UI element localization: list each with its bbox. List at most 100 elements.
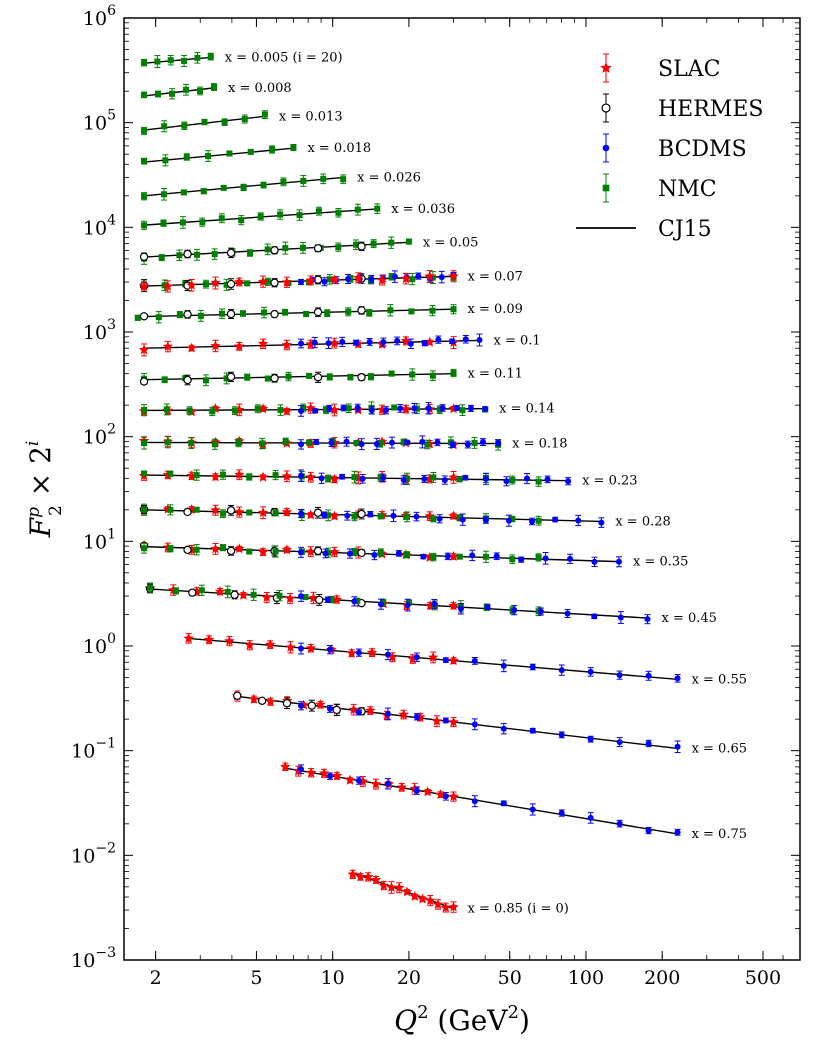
slac-marker bbox=[401, 886, 413, 897]
slac-marker bbox=[400, 403, 412, 414]
nmc-marker bbox=[223, 281, 230, 288]
slac-marker bbox=[210, 471, 221, 482]
bcdms-marker bbox=[311, 339, 318, 346]
bcdms-marker bbox=[298, 645, 305, 652]
hermes-marker bbox=[226, 372, 236, 382]
slac-marker bbox=[285, 641, 296, 652]
nmc-marker bbox=[335, 244, 342, 251]
bcdms-marker bbox=[602, 144, 610, 152]
slac-marker bbox=[281, 276, 293, 287]
nmc-marker bbox=[482, 553, 489, 560]
nmc-marker bbox=[250, 591, 257, 598]
bcdms-marker bbox=[421, 340, 428, 347]
nmc-marker bbox=[404, 513, 411, 520]
hermes-marker bbox=[139, 252, 149, 262]
nmc-marker bbox=[272, 472, 279, 479]
nmc-marker bbox=[186, 407, 193, 414]
series-x-0-75: x = 0.75 bbox=[280, 761, 747, 842]
y-tick-label: 10−2 bbox=[71, 840, 116, 867]
slac-marker bbox=[448, 716, 459, 727]
slac-marker bbox=[394, 882, 405, 893]
slac-marker bbox=[329, 510, 340, 521]
curve-label: x = 0.55 bbox=[692, 672, 747, 687]
nmc-marker bbox=[172, 587, 179, 594]
slac-marker bbox=[257, 471, 269, 482]
bcdms-marker bbox=[505, 517, 512, 524]
nmc-marker bbox=[167, 470, 174, 477]
slac-marker bbox=[422, 786, 433, 797]
bcdms-marker bbox=[413, 787, 420, 794]
nmc-marker bbox=[193, 506, 200, 513]
slac-marker bbox=[280, 761, 291, 772]
bcdms-marker bbox=[388, 439, 395, 446]
nmc-marker bbox=[198, 587, 205, 594]
slac-marker bbox=[365, 705, 376, 716]
hermes-marker bbox=[188, 588, 197, 597]
nmc-marker bbox=[535, 517, 542, 524]
nmc-marker bbox=[299, 244, 306, 251]
slac-marker bbox=[284, 593, 296, 604]
nmc-marker bbox=[408, 308, 415, 315]
nmc-marker bbox=[264, 278, 271, 285]
bcdms-marker bbox=[326, 646, 333, 653]
bcdms-marker bbox=[313, 438, 320, 445]
nmc-marker bbox=[260, 182, 267, 189]
series-x-0-45: x = 0.45 bbox=[144, 582, 717, 626]
slac-marker bbox=[448, 791, 459, 802]
slac-marker bbox=[409, 890, 420, 901]
bcdms-marker bbox=[544, 476, 551, 483]
slac-marker bbox=[448, 551, 459, 561]
slac-marker bbox=[427, 651, 439, 662]
slac-marker bbox=[318, 767, 330, 778]
y-axis-title: Fp 2 × 2i bbox=[23, 441, 66, 539]
hermes-marker bbox=[226, 546, 236, 556]
slac-marker bbox=[257, 276, 269, 287]
slac-marker bbox=[355, 871, 366, 882]
cj15-fit-line bbox=[143, 56, 211, 64]
bcdms-marker bbox=[439, 404, 446, 411]
nmc-marker bbox=[377, 549, 384, 556]
nmc-marker bbox=[354, 206, 361, 213]
bcdms-marker bbox=[298, 278, 305, 285]
nmc-marker bbox=[264, 246, 271, 253]
nmc-marker bbox=[429, 307, 436, 314]
bcdms-marker bbox=[404, 439, 411, 446]
nmc-marker bbox=[277, 407, 284, 414]
slac-marker bbox=[281, 339, 293, 350]
bcdms-marker bbox=[434, 439, 441, 446]
hermes-marker bbox=[139, 312, 149, 321]
nmc-marker bbox=[277, 211, 284, 218]
x-tick-label: 500 bbox=[745, 967, 781, 989]
axis-ticks: 2 5 10 20 50 100 200 500 10−3 10−2 10−1 100 101 102 10… bbox=[71, 3, 801, 989]
bcdms-marker bbox=[558, 731, 565, 738]
hermes-marker bbox=[332, 705, 341, 715]
nmc-marker bbox=[141, 407, 148, 414]
bcdms-marker bbox=[500, 662, 507, 669]
series-x-0-05: x = 0.05 bbox=[139, 235, 478, 265]
bcdms-marker bbox=[645, 672, 652, 679]
bcdms-marker bbox=[328, 439, 335, 446]
bcdms-marker bbox=[298, 472, 305, 479]
bcdms-marker bbox=[339, 473, 346, 480]
nmc-marker bbox=[459, 407, 466, 414]
nmc-marker bbox=[141, 545, 148, 552]
bcdms-marker bbox=[484, 604, 491, 611]
bcdms-marker bbox=[449, 441, 456, 448]
slac-marker bbox=[305, 767, 317, 778]
nmc-marker bbox=[141, 91, 148, 98]
bcdms-marker bbox=[567, 555, 574, 562]
bcdms-marker bbox=[367, 511, 374, 518]
series-x-0-026: x = 0.026 bbox=[141, 170, 421, 201]
nmc-marker bbox=[181, 57, 188, 64]
nmc-marker bbox=[205, 153, 212, 160]
series-layer: x = 0.005 (i = 20) x = 0.008 x = 0.013 x = … bbox=[134, 50, 747, 917]
nmc-marker bbox=[199, 219, 206, 226]
bcdms-marker bbox=[344, 275, 351, 282]
bcdms-marker bbox=[321, 512, 328, 519]
slac-marker bbox=[600, 61, 612, 73]
bcdms-marker bbox=[441, 477, 448, 484]
bcdms-marker bbox=[529, 663, 536, 670]
slac-marker bbox=[186, 342, 197, 353]
legend-label-bcdms: BCDMS bbox=[658, 137, 747, 162]
